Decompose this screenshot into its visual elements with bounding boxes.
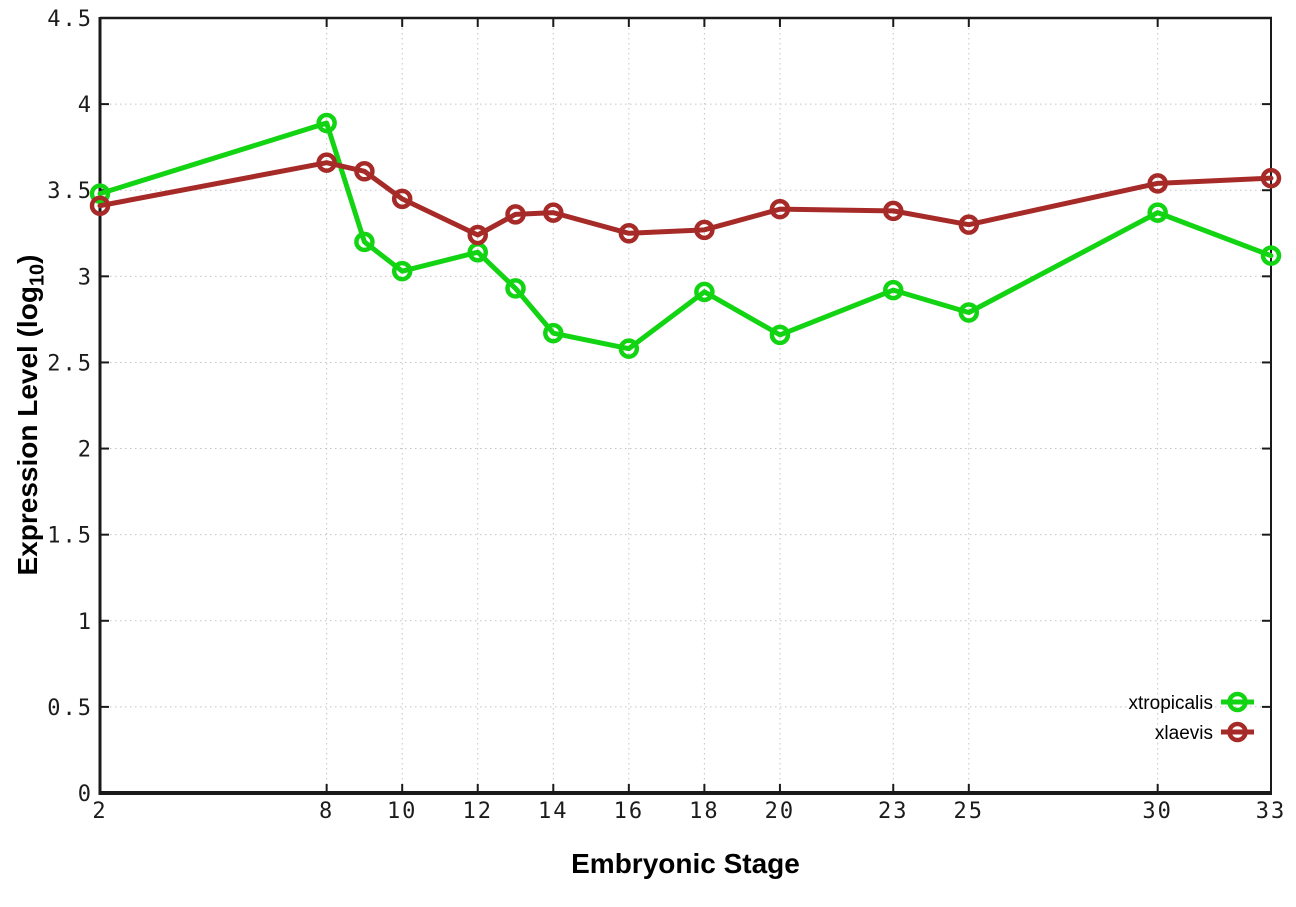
y-tick-label: 0 (78, 782, 93, 807)
x-tick-label: 2 (92, 799, 107, 824)
series-xlaevis (89, 152, 1282, 246)
legend: xtropicalis xlaevis (1129, 691, 1254, 744)
y-tick-labels: 0 0.5 1 1.5 2 2.5 3 3.5 4 4.5 (47, 7, 93, 807)
y-axis-title: Expression Level (log10) (9, 165, 49, 665)
x-tick-label: 14 (538, 799, 569, 824)
data-point-marker (1147, 202, 1168, 223)
series-xtropicalis (89, 112, 1282, 359)
data-point-marker (316, 112, 337, 134)
data-point-marker (769, 324, 791, 346)
data-point-marker (505, 278, 526, 299)
legend-sample-marker (1227, 691, 1248, 713)
y-tick-label: 3.5 (47, 179, 93, 204)
data-point-marker (883, 200, 904, 222)
y-tick-label: 2.5 (47, 351, 93, 376)
legend-sample-marker (1227, 721, 1248, 743)
x-tick-label: 23 (878, 799, 909, 824)
data-point-marker (467, 224, 488, 246)
data-point-marker (769, 198, 791, 220)
y-tick-label: 1.5 (47, 524, 93, 549)
y-axis-title-close: ) (12, 254, 43, 264)
x-tick-label: 30 (1142, 799, 1173, 824)
x-tick-labels: 2 8 10 12 14 16 18 20 23 25 30 33 (92, 799, 1287, 824)
data-point-marker (694, 219, 715, 241)
x-tick-label: 20 (765, 799, 796, 824)
y-axis-title-text: Expression Level (log (12, 286, 43, 576)
x-tick-label: 10 (387, 799, 418, 824)
x-tick-label: 33 (1256, 799, 1287, 824)
data-point-marker (618, 338, 640, 359)
data-point-marker (89, 183, 111, 204)
x-tick-label: 12 (462, 799, 493, 824)
x-tick-label: 18 (689, 799, 720, 824)
data-point-marker (543, 322, 564, 344)
x-tick-label: 25 (954, 799, 985, 824)
x-tick-label: 8 (319, 799, 334, 824)
x-tick-label: 16 (614, 799, 645, 824)
x-axis-title: Embryonic Stage (571, 848, 800, 879)
data-point-marker (618, 223, 640, 244)
data-point-marker (316, 152, 337, 173)
data-point-marker (958, 302, 980, 323)
y-tick-label: 0.5 (47, 696, 93, 721)
series-line (97, 160, 1274, 238)
data-point-marker (694, 281, 715, 303)
data-point-marker (958, 214, 980, 235)
data-point-marker (1147, 173, 1168, 194)
y-tick-label: 1 (78, 610, 93, 635)
legend-label: xtropicalis (1129, 693, 1213, 714)
data-point-marker (354, 231, 375, 253)
data-point-marker (543, 202, 564, 223)
data-point-marker (883, 279, 904, 301)
data-point-marker (1260, 167, 1282, 189)
data-point-marker (354, 161, 375, 182)
y-axis-title-subscript: 10 (26, 263, 49, 287)
data-point-marker (1260, 245, 1282, 266)
data-point-marker (391, 260, 413, 282)
y-tick-label: 4.5 (47, 7, 93, 32)
y-tick-label: 4 (78, 93, 93, 118)
data-point-marker (391, 188, 413, 210)
plot-frame (98, 16, 1272, 795)
gridlines (100, 18, 1271, 793)
legend-label: xlaevis (1155, 723, 1213, 744)
y-tick-label: 2 (78, 438, 93, 463)
y-tick-label: 3 (78, 265, 93, 290)
series-line (97, 120, 1274, 352)
tick-marks (99, 17, 1272, 794)
data-point-marker (505, 204, 526, 225)
data-point-marker (89, 195, 111, 216)
